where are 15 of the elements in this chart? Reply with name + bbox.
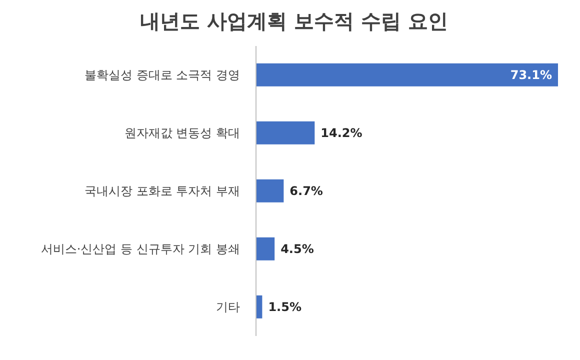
data-label: 6.7% <box>290 184 323 198</box>
chart-title: 내년도 사업계획 보수적 수립 요인 <box>139 8 449 35</box>
y-tick-label: 원자재값 변동성 확대 <box>124 126 240 140</box>
data-label: 73.1% <box>510 68 552 82</box>
bar <box>256 237 275 260</box>
y-tick-label: 국내시장 포화로 투자처 부재 <box>84 184 240 198</box>
data-label: 14.2% <box>320 126 362 140</box>
bar <box>256 121 315 144</box>
y-tick-label: 기타 <box>216 300 240 314</box>
data-label: 1.5% <box>268 300 302 314</box>
data-label: 4.5% <box>280 242 314 256</box>
bar <box>256 179 284 202</box>
y-tick-label: 불확실성 증대로 소극적 경영 <box>84 68 240 82</box>
y-tick-label: 서비스·신산업 등 신규투자 기회 봉쇄 <box>40 242 240 256</box>
bar <box>256 63 558 86</box>
